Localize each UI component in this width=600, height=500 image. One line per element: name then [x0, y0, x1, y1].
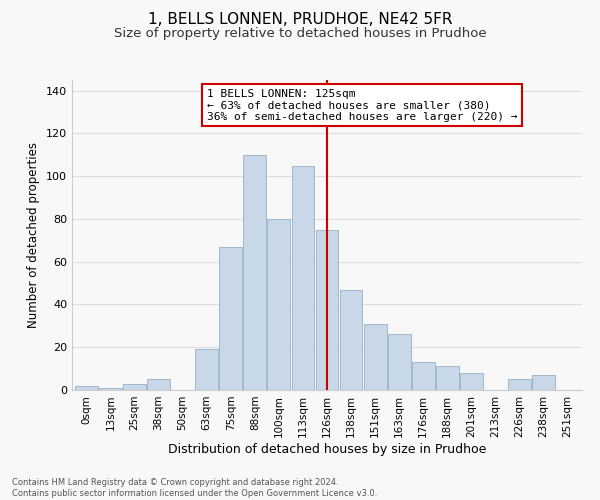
Text: Size of property relative to detached houses in Prudhoe: Size of property relative to detached ho… [113, 28, 487, 40]
Bar [460, 373, 483, 390]
Bar [532, 375, 555, 390]
Bar [268, 219, 290, 390]
Bar [412, 362, 434, 390]
Bar [508, 380, 531, 390]
Text: Contains HM Land Registry data © Crown copyright and database right 2024.
Contai: Contains HM Land Registry data © Crown c… [12, 478, 377, 498]
Bar [292, 166, 314, 390]
Bar [388, 334, 410, 390]
Bar [75, 386, 98, 390]
Bar [364, 324, 386, 390]
Bar [316, 230, 338, 390]
Bar [436, 366, 459, 390]
Bar [123, 384, 146, 390]
Text: 1 BELLS LONNEN: 125sqm
← 63% of detached houses are smaller (380)
36% of semi-de: 1 BELLS LONNEN: 125sqm ← 63% of detached… [207, 88, 517, 122]
Bar [147, 380, 170, 390]
Bar [195, 350, 218, 390]
Text: 1, BELLS LONNEN, PRUDHOE, NE42 5FR: 1, BELLS LONNEN, PRUDHOE, NE42 5FR [148, 12, 452, 28]
X-axis label: Distribution of detached houses by size in Prudhoe: Distribution of detached houses by size … [168, 442, 486, 456]
Bar [220, 247, 242, 390]
Bar [244, 155, 266, 390]
Bar [99, 388, 122, 390]
Y-axis label: Number of detached properties: Number of detached properties [28, 142, 40, 328]
Bar [340, 290, 362, 390]
